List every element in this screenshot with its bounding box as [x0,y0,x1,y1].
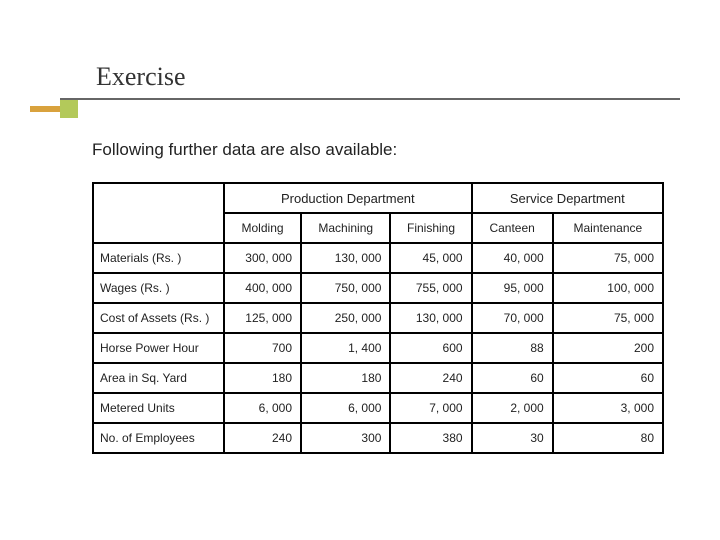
row-label: Area in Sq. Yard [93,363,224,393]
column-header: Finishing [390,213,471,243]
cell-value: 75, 000 [553,303,663,333]
cell-value: 6, 000 [301,393,390,423]
cell-value: 60 [472,363,553,393]
cell-value: 180 [224,363,301,393]
accent-square [60,100,78,118]
data-table-container: Production DepartmentService Department … [92,182,664,454]
cell-value: 60 [553,363,663,393]
row-label: No. of Employees [93,423,224,453]
cell-value: 7, 000 [390,393,471,423]
cell-value: 2, 000 [472,393,553,423]
data-table: Production DepartmentService Department … [92,182,664,454]
cell-value: 95, 000 [472,273,553,303]
cell-value: 250, 000 [301,303,390,333]
cell-value: 600 [390,333,471,363]
cell-value: 45, 000 [390,243,471,273]
cell-value: 700 [224,333,301,363]
slide-title-block: Exercise [60,62,680,100]
cell-value: 300 [301,423,390,453]
cell-value: 300, 000 [224,243,301,273]
column-header: Canteen [472,213,553,243]
slide-title: Exercise [60,62,680,98]
cell-value: 3, 000 [553,393,663,423]
slide-subtitle: Following further data are also availabl… [92,140,397,160]
column-header: Maintenance [553,213,663,243]
cell-value: 1, 400 [301,333,390,363]
cell-value: 75, 000 [553,243,663,273]
table-row: Area in Sq. Yard1801802406060 [93,363,663,393]
group-header: Production Department [224,183,472,213]
cell-value: 240 [224,423,301,453]
column-header: Molding [224,213,301,243]
cell-value: 80 [553,423,663,453]
row-label: Materials (Rs. ) [93,243,224,273]
cell-value: 750, 000 [301,273,390,303]
cell-value: 380 [390,423,471,453]
cell-value: 180 [301,363,390,393]
cell-value: 755, 000 [390,273,471,303]
row-label: Horse Power Hour [93,333,224,363]
row-label: Cost of Assets (Rs. ) [93,303,224,333]
row-label: Wages (Rs. ) [93,273,224,303]
cell-value: 130, 000 [390,303,471,333]
cell-value: 130, 000 [301,243,390,273]
table-row: Cost of Assets (Rs. )125, 000250, 000130… [93,303,663,333]
column-header: Machining [301,213,390,243]
table-row: Horse Power Hour7001, 40060088200 [93,333,663,363]
cell-value: 400, 000 [224,273,301,303]
table-corner-blank [93,183,224,243]
group-header: Service Department [472,183,663,213]
cell-value: 70, 000 [472,303,553,333]
cell-value: 40, 000 [472,243,553,273]
table-row: Metered Units6, 0006, 0007, 0002, 0003, … [93,393,663,423]
row-label: Metered Units [93,393,224,423]
title-underline [60,98,680,100]
cell-value: 125, 000 [224,303,301,333]
cell-value: 88 [472,333,553,363]
table-row: Wages (Rs. )400, 000750, 000755, 00095, … [93,273,663,303]
cell-value: 200 [553,333,663,363]
cell-value: 30 [472,423,553,453]
table-row: No. of Employees2403003803080 [93,423,663,453]
table-group-header-row: Production DepartmentService Department [93,183,663,213]
cell-value: 6, 000 [224,393,301,423]
cell-value: 100, 000 [553,273,663,303]
table-row: Materials (Rs. )300, 000130, 00045, 0004… [93,243,663,273]
cell-value: 240 [390,363,471,393]
